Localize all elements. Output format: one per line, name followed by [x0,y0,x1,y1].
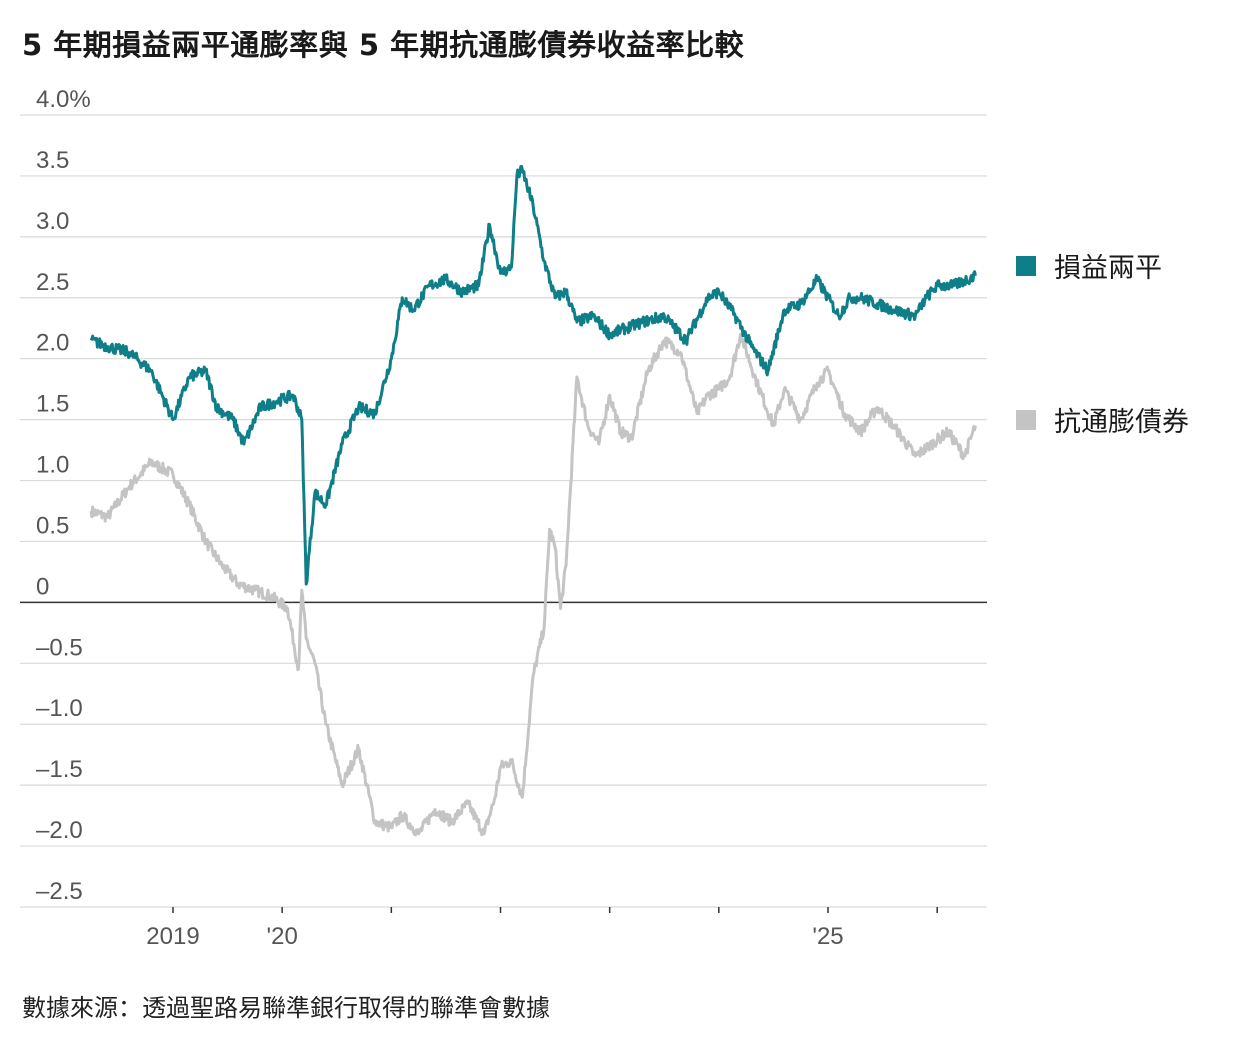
y-tick-label: 2.5 [36,269,69,296]
y-tick-label: 2.0 [36,330,69,357]
series-layer [89,164,977,837]
legend-swatch-tips [1016,409,1036,430]
legend-swatch-breakeven [1016,255,1036,276]
y-tick-label: 0 [36,573,49,600]
legend-label-tips: 抗通膨債券 [1054,407,1189,438]
y-tick-label: 0.5 [36,512,69,539]
y-tick-label: 1.5 [36,391,69,418]
y-tick-label: 3.0 [36,208,69,235]
x-axis: 2019 '20 '25 [146,907,938,950]
y-tick-label: –2.5 [36,878,83,905]
x-tick-label: '25 [812,923,843,950]
y-axis-labels: 4.0% 3.5 3.0 2.5 2.0 1.5 1.0 0.5 0 –0.5 –1.0 –1.5 –2… [36,86,91,905]
y-tick-label: –0.5 [36,634,83,661]
y-tick-label: 3.5 [36,147,69,174]
grid-layer [20,114,987,908]
y-tick-label: 1.0 [36,452,69,479]
series-line-tips [89,332,977,837]
chart-area: 4.0% 3.5 3.0 2.5 2.0 1.5 1.0 0.5 0 –0.5 –1.0 –1.5 –2… [20,86,987,950]
chart-title: 5 年期損益兩平通膨率與 5 年期抗通膨債券收益率比較 [22,28,745,62]
y-tick-label: –2.0 [36,817,83,844]
y-tick-label: –1.5 [36,756,83,783]
legend-item-tips: 抗通膨債券 [1016,400,1189,439]
y-tick-label: –1.0 [36,695,83,722]
source-note: 數據來源：透過聖路易聯準銀行取得的聯準會數據 [22,994,550,1022]
x-tick-label: 2019 [146,923,199,950]
legend-label-breakeven: 損益兩平 [1054,253,1162,284]
legend-item-breakeven: 損益兩平 [1016,246,1162,285]
series-line-breakeven [89,164,977,586]
y-tick-label: 4.0% [36,86,91,113]
x-tick-label: '20 [267,923,298,950]
